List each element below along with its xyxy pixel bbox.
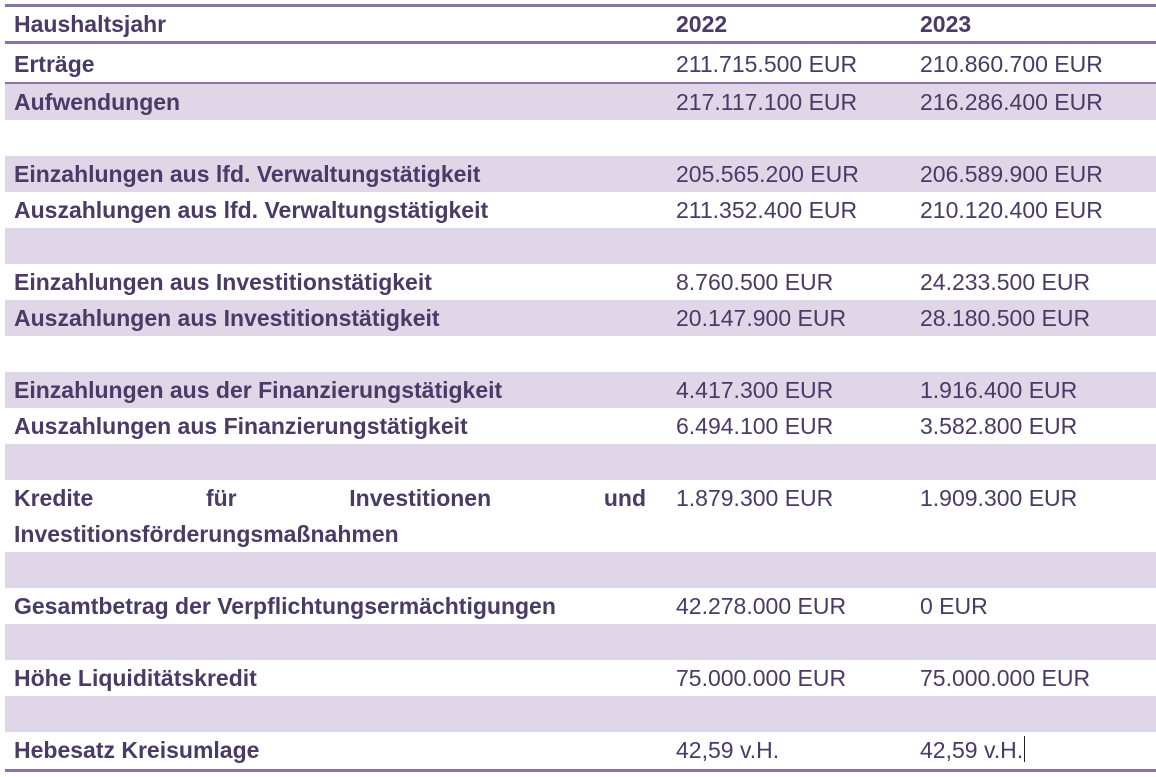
row-value-2023: 210.860.700 EUR: [920, 51, 1103, 77]
table-bottom-rule: [5, 769, 1156, 772]
row-label-line2: Investitionsförderungsmaßnahmen: [14, 521, 399, 547]
table-row: Einzahlungen aus lfd. Verwaltungstätigke…: [5, 156, 1156, 192]
table-row: Erträge 211.715.500 EUR 210.860.700 EUR: [5, 46, 1156, 82]
row-value-2022: 75.000.000 EUR: [676, 665, 847, 691]
header-rule: [5, 41, 1156, 44]
row-divider: [5, 82, 1156, 84]
spacer-row: [5, 444, 1156, 480]
table-row: Aufwendungen 217.117.100 EUR 216.286.400…: [5, 84, 1156, 120]
spacer-row: [5, 228, 1156, 264]
row-label: Auszahlungen aus Investitionstätigkeit: [14, 305, 440, 331]
row-label-line1: Kredite für Investitionen und: [14, 485, 646, 511]
row-value-2022: 4.417.300 EUR: [676, 377, 834, 403]
spacer-row: [5, 696, 1156, 732]
row-value-2023: 1.909.300 EUR: [920, 485, 1078, 511]
row-value-2023: 24.233.500 EUR: [920, 269, 1091, 295]
row-value-2022: 205.565.200 EUR: [676, 161, 859, 187]
row-value-2023: 28.180.500 EUR: [920, 305, 1091, 331]
row-value-2022: 211.352.400 EUR: [676, 197, 858, 223]
table-row: Höhe Liquiditätskredit 75.000.000 EUR 75…: [5, 660, 1156, 696]
header-year-2022: 2022: [676, 11, 728, 37]
row-label: Aufwendungen: [14, 89, 181, 115]
row-label: Höhe Liquiditätskredit: [14, 665, 257, 691]
row-value-2023: 210.120.400 EUR: [920, 197, 1103, 223]
row-value-2023: 1.916.400 EUR: [920, 377, 1078, 403]
row-value-2022: 8.760.500 EUR: [676, 269, 834, 295]
row-label: Hebesatz Kreisumlage: [14, 737, 260, 763]
row-value-2023: 216.286.400 EUR: [920, 89, 1103, 115]
header-year-2023: 2023: [920, 11, 972, 37]
table-row: Hebesatz Kreisumlage 42,59 v.H. 42,59 v.…: [5, 732, 1156, 769]
header-label: Haushaltsjahr: [14, 11, 167, 37]
row-label: Einzahlungen aus lfd. Verwaltungstätigke…: [14, 161, 481, 187]
row-value-2023[interactable]: 42,59 v.H.: [898, 732, 1156, 768]
row-label: Einzahlungen aus Investitionstätigkeit: [14, 269, 432, 295]
spacer-row: [5, 624, 1156, 660]
row-label: Einzahlungen aus der Finanzierungstätigk…: [14, 377, 503, 403]
row-value-2022: 217.117.100 EUR: [676, 89, 858, 115]
row-value-2022: 42.278.000 EUR: [676, 593, 847, 619]
text-cursor: [1024, 736, 1026, 762]
row-value-2023: 3.582.800 EUR: [920, 413, 1078, 439]
table-row: Auszahlungen aus lfd. Verwaltungstätigke…: [5, 192, 1156, 228]
row-label: Auszahlungen aus Finanzierungstätigkeit: [14, 413, 468, 439]
table-row: Auszahlungen aus Finanzierungstätigkeit …: [5, 408, 1156, 444]
spacer-row: [5, 552, 1156, 588]
row-value-2023: 75.000.000 EUR: [920, 665, 1091, 691]
row-value-2023: 0 EUR: [920, 593, 988, 619]
table-header-row: Haushaltsjahr 2022 2023: [5, 7, 1156, 41]
row-value-2022: 42,59 v.H.: [676, 737, 780, 763]
row-value-2023: 206.589.900 EUR: [920, 161, 1103, 187]
table-row: Gesamtbetrag der Verpflichtungsermächtig…: [5, 588, 1156, 624]
table-row: Auszahlungen aus Investitionstätigkeit 2…: [5, 300, 1156, 336]
row-value-2022: 6.494.100 EUR: [676, 413, 834, 439]
row-label: Auszahlungen aus lfd. Verwaltungstätigke…: [14, 197, 489, 223]
row-value-2022: 211.715.500 EUR: [676, 51, 858, 77]
row-value-2022: 20.147.900 EUR: [676, 305, 847, 331]
row-label: Kredite für Investitionen und Investitio…: [5, 480, 654, 552]
row-value-2023-text: 42,59 v.H.: [920, 737, 1024, 763]
table-row: Einzahlungen aus der Finanzierungstätigk…: [5, 372, 1156, 408]
row-value-2022: 1.879.300 EUR: [676, 485, 834, 511]
table-row: Einzahlungen aus Investitionstätigkeit 8…: [5, 264, 1156, 300]
table-row: Kredite für Investitionen und Investitio…: [5, 480, 1156, 552]
row-label: Erträge: [14, 51, 95, 77]
spacer-row: [5, 336, 1156, 372]
spacer-row: [5, 120, 1156, 156]
row-label: Gesamtbetrag der Verpflichtungsermächtig…: [14, 593, 556, 619]
table-top-rule: [5, 4, 1156, 7]
